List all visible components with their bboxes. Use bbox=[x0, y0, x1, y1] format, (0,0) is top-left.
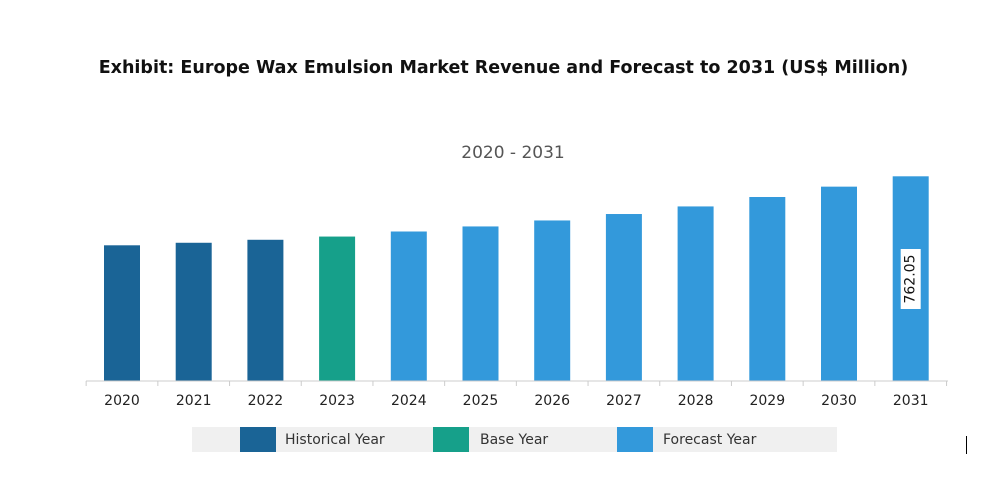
bar-2023 bbox=[319, 236, 356, 381]
bar-2020 bbox=[104, 245, 140, 381]
x-tick-label-2028: 2028 bbox=[678, 393, 714, 409]
bar-2022 bbox=[247, 239, 284, 381]
bar-2028 bbox=[677, 206, 714, 381]
legend-label-forecast: Forecast Year bbox=[663, 432, 757, 448]
legend-label-base: Base Year bbox=[480, 432, 549, 448]
chart-legend: Historical Year Base Year Forecast Year bbox=[192, 427, 837, 452]
x-tick-label-2026: 2026 bbox=[534, 393, 570, 409]
bar-2025 bbox=[462, 226, 499, 381]
x-tick-label-2024: 2024 bbox=[391, 393, 427, 409]
x-tick-label-2021: 2021 bbox=[176, 393, 212, 409]
bar-2030 bbox=[821, 186, 857, 381]
x-tick-label-2029: 2029 bbox=[749, 393, 785, 409]
x-tick-label-2025: 2025 bbox=[463, 393, 499, 409]
data-label-text: 762.05 bbox=[903, 255, 919, 304]
legend-swatch-forecast bbox=[617, 427, 653, 452]
x-tick-label-2023: 2023 bbox=[319, 393, 355, 409]
data-label-box bbox=[900, 249, 921, 309]
bar-2027 bbox=[605, 214, 642, 381]
chart-title: Exhibit: Europe Wax Emulsion Market Reve… bbox=[98, 58, 909, 78]
bar-2026 bbox=[534, 220, 571, 381]
bar-2029 bbox=[749, 197, 786, 381]
chart-subtitle: 2020 - 2031 bbox=[461, 143, 564, 163]
bar-2021 bbox=[175, 242, 212, 381]
x-tick-label-2031: 2031 bbox=[893, 393, 929, 409]
legend-label-historical: Historical Year bbox=[285, 432, 385, 448]
data-label-2031: 762.05 bbox=[900, 249, 921, 309]
legend-swatch-base bbox=[433, 427, 469, 452]
x-tick-label-2027: 2027 bbox=[606, 393, 642, 409]
text-cursor bbox=[966, 436, 967, 454]
x-tick-label-2030: 2030 bbox=[821, 393, 857, 409]
x-tick-label-2020: 2020 bbox=[104, 393, 140, 409]
bar-2024 bbox=[390, 231, 427, 381]
legend-swatch-historical bbox=[240, 427, 276, 452]
x-tick-label-2022: 2022 bbox=[248, 393, 284, 409]
